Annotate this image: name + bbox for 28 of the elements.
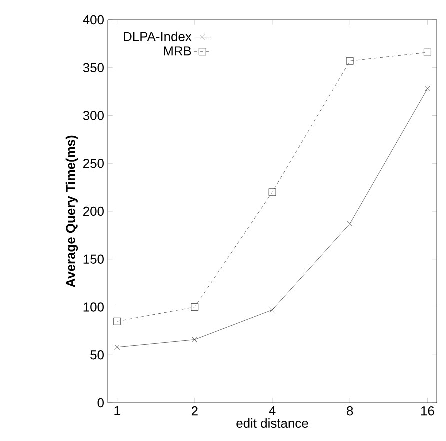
point — [192, 337, 198, 342]
point — [425, 86, 430, 92]
point — [191, 304, 199, 311]
point — [114, 318, 121, 326]
x-axis-title: edit distance — [236, 418, 308, 428]
point — [114, 344, 120, 350]
y-tick-label: 50 — [90, 350, 104, 360]
x-tick-label: 8 — [347, 406, 354, 416]
legend-label: DLPA-Index — [124, 32, 192, 42]
point — [424, 48, 432, 56]
point — [346, 57, 354, 65]
legend-label: MRB — [164, 46, 192, 56]
y-tick-label: 350 — [83, 63, 104, 72]
x-tick-label: 2 — [192, 406, 198, 416]
y-tick-label: 150 — [84, 254, 104, 264]
y-tick-label: 100 — [84, 302, 104, 312]
y-tick-label: 300 — [83, 111, 104, 120]
y-axis-title: Average Query Time(ms) — [66, 136, 78, 288]
x-tick-label: 1 — [114, 406, 120, 416]
point — [347, 221, 353, 227]
point — [270, 307, 276, 313]
x-tick-label: 16 — [421, 406, 434, 416]
point — [268, 188, 276, 196]
y-tick-label: 400 — [83, 15, 104, 25]
y-tick-label: 0 — [98, 398, 104, 408]
y-tick-label: 250 — [84, 159, 104, 168]
y-tick-label: 200 — [84, 206, 104, 216]
x-tick-label: 4 — [269, 406, 276, 416]
